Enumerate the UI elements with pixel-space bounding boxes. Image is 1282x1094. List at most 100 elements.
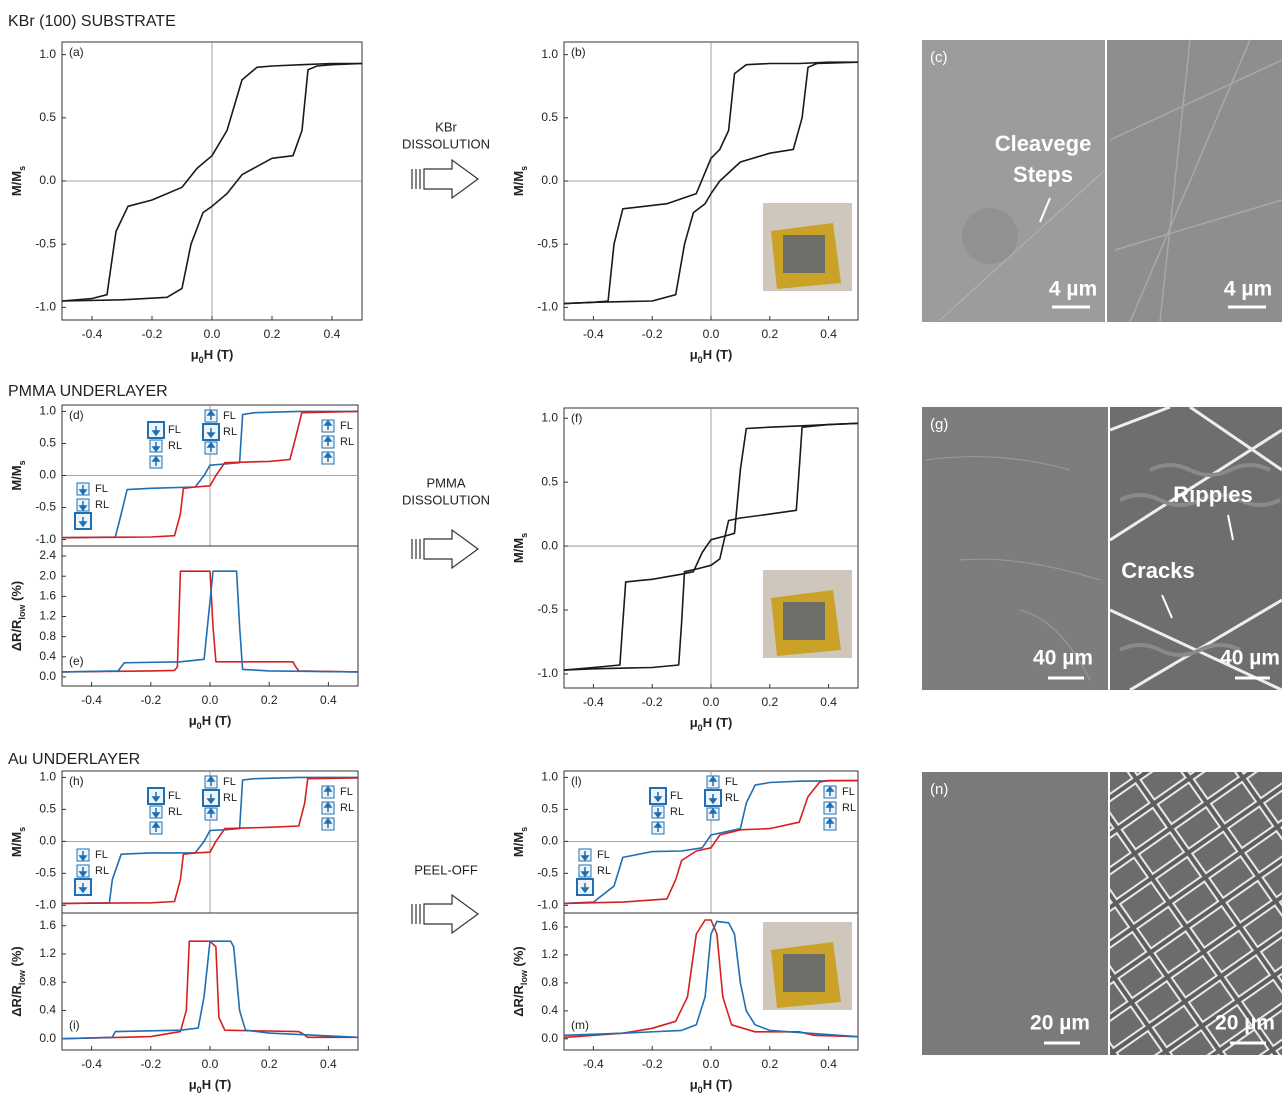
state-label: RL: [168, 440, 182, 452]
x-tick-label: 0.2: [761, 327, 778, 341]
state-label: RL: [725, 792, 739, 804]
y-axis-label-main: ΔR/R: [511, 984, 526, 1016]
y-axis-label-sub: s: [519, 166, 529, 171]
y-tick-label: 1.0: [541, 770, 558, 784]
y-tick-label: -0.5: [537, 866, 558, 880]
y-tick-label: 1.2: [39, 946, 56, 960]
x-axis-label-rest: H (T): [202, 713, 232, 728]
state-label: RL: [223, 792, 237, 804]
image-label: (c): [930, 49, 948, 66]
x-tick-label: 0.4: [820, 327, 837, 341]
y-tick-label: 0.0: [541, 538, 558, 552]
x-tick-label: 0.2: [261, 693, 278, 707]
x-axis-label: μ0H (T): [690, 1077, 733, 1094]
x-tick-label: -0.2: [642, 327, 663, 341]
scale-bar-label: 40 µm: [1033, 647, 1093, 670]
x-tick-label: 0.0: [202, 1057, 219, 1071]
state-label: FL: [842, 786, 855, 798]
y-tick-label: 0.0: [39, 669, 56, 683]
y-tick-label: 1.6: [39, 918, 56, 932]
state-label: RL: [340, 436, 354, 448]
y-tick-label: 0.8: [39, 974, 56, 988]
x-axis-label: μ0H (T): [690, 347, 733, 365]
state-label: RL: [597, 865, 611, 877]
data-line: [62, 941, 358, 1038]
image-annotation: Ripples: [1173, 482, 1252, 507]
state-label: RL: [95, 865, 109, 877]
y-tick-label: -1.0: [35, 300, 56, 314]
state-label: RL: [340, 802, 354, 814]
y-tick-label: -0.5: [537, 602, 558, 616]
x-tick-label: 0.2: [761, 695, 778, 709]
y-tick-label: 2.0: [39, 568, 56, 582]
plot-frame: [62, 913, 358, 1050]
y-tick-label: 1.6: [39, 589, 56, 603]
x-axis-label: μ0H (T): [191, 347, 234, 365]
y-tick-label: 0.4: [39, 649, 56, 663]
sample-photo-sample: [783, 235, 825, 273]
state-label: FL: [95, 483, 108, 495]
section-title: Au UNDERLAYER: [8, 751, 140, 768]
y-axis-label-sub: s: [519, 827, 529, 832]
y-tick-label: -0.5: [35, 866, 56, 880]
x-axis-label-main: μ: [690, 347, 698, 362]
figure: KBr (100) SUBSTRATE PMMA UNDERLAYER Au U…: [0, 0, 1282, 1094]
x-tick-label: 0.0: [202, 693, 219, 707]
panel-label: (b): [571, 45, 586, 59]
y-axis-label: M/Ms: [511, 166, 529, 196]
image-annotation: Cracks: [1121, 558, 1194, 583]
arrow-label: PMMA: [427, 475, 466, 490]
x-axis-label-rest: H (T): [204, 347, 234, 362]
state-label: RL: [842, 802, 856, 814]
y-tick-label: 0.8: [39, 629, 56, 643]
x-tick-label: -0.2: [642, 1057, 663, 1071]
panel-label: (l): [571, 774, 582, 788]
y-tick-label: -0.5: [537, 236, 558, 250]
state-label: RL: [670, 806, 684, 818]
image-label: (g): [930, 416, 948, 433]
x-tick-label: 0.0: [204, 327, 221, 341]
y-tick-label: 0.0: [39, 173, 56, 187]
data-line: [62, 941, 358, 1038]
y-tick-label: 1.0: [39, 47, 56, 61]
data-line: [62, 571, 358, 672]
y-axis-label-sub: low: [519, 969, 529, 985]
x-axis-label-main: μ: [191, 347, 199, 362]
x-axis-label-main: μ: [189, 1077, 197, 1092]
x-tick-label: 0.4: [320, 693, 337, 707]
panel-label: (h): [69, 774, 84, 788]
x-tick-label: -0.2: [642, 695, 663, 709]
image-annotation: Steps: [1013, 162, 1073, 187]
y-axis-label-sub: s: [17, 460, 27, 465]
x-tick-label: -0.4: [583, 1057, 604, 1071]
y-tick-label: -1.0: [537, 666, 558, 680]
y-axis-label-sub: low: [17, 604, 27, 620]
x-axis-label-rest: H (T): [703, 715, 733, 730]
state-label: FL: [168, 424, 181, 436]
y-tick-label: 0.0: [39, 1031, 56, 1045]
x-axis-label-main: μ: [189, 713, 197, 728]
y-axis-label: M/Ms: [9, 460, 27, 490]
x-axis-label-rest: H (T): [703, 1077, 733, 1092]
state-label: FL: [223, 776, 236, 788]
y-tick-label: 1.0: [39, 770, 56, 784]
y-tick-label: 0.4: [541, 1003, 558, 1017]
y-tick-label: -0.5: [35, 500, 56, 514]
y-axis-label: ΔR/Rlow (%): [9, 946, 27, 1017]
y-tick-label: 0.0: [39, 468, 56, 482]
plot-frame: [62, 546, 358, 686]
state-label: RL: [95, 499, 109, 511]
scale-bar-label: 40 µm: [1220, 647, 1280, 670]
x-axis-label-main: μ: [690, 715, 698, 730]
x-tick-label: 0.2: [264, 327, 281, 341]
y-tick-label: 1.0: [541, 410, 558, 424]
x-tick-label: -0.4: [583, 327, 604, 341]
state-label: RL: [168, 806, 182, 818]
panel-label: (m): [571, 1018, 589, 1032]
x-tick-label: -0.2: [140, 693, 161, 707]
x-tick-label: 0.0: [703, 695, 720, 709]
y-tick-label: -1.0: [35, 897, 56, 911]
y-axis-label-main: M/M: [9, 465, 24, 490]
state-label: FL: [95, 849, 108, 861]
x-tick-label: -0.2: [140, 1057, 161, 1071]
